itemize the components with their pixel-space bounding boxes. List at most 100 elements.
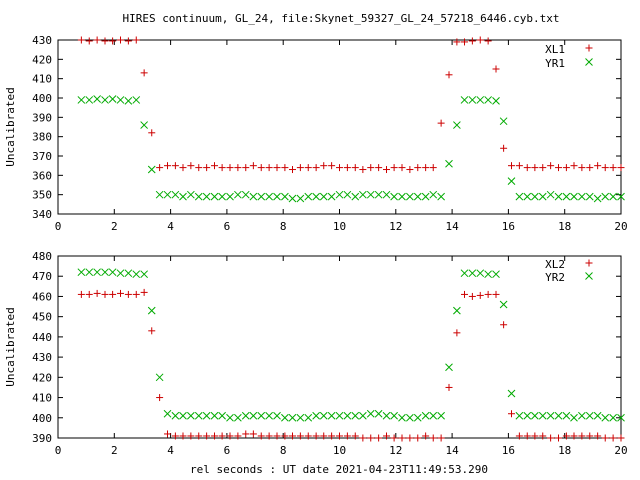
data-point-xl1	[468, 37, 476, 45]
data-point-xl1	[539, 164, 547, 172]
data-point-yr2	[273, 411, 281, 420]
x-tick-label: 16	[502, 444, 515, 457]
data-point-xl2	[453, 329, 461, 337]
data-point-yr2	[507, 389, 516, 398]
legend-marker-xl1	[585, 44, 593, 52]
data-point-xl1	[156, 164, 164, 172]
data-point-yr2	[288, 413, 297, 422]
x-tick-label: 10	[333, 444, 346, 457]
data-point-xl2	[218, 432, 226, 440]
data-point-yr1	[108, 95, 117, 103]
y-tick-label: 480	[32, 250, 52, 263]
data-point-yr2	[460, 269, 469, 278]
legend-label-yr1: YR1	[545, 57, 565, 70]
data-point-yr1	[194, 192, 203, 201]
data-point-yr2	[226, 413, 234, 422]
data-point-yr2	[570, 413, 578, 422]
data-point-yr2	[257, 411, 266, 420]
legend-bottom: XL2 YR2	[545, 258, 565, 284]
data-point-xl1	[406, 166, 414, 174]
x-tick-label: 2	[111, 220, 118, 233]
y-tick-label: 470	[32, 270, 52, 283]
data-point-xl1	[601, 164, 609, 172]
data-point-yr2	[108, 268, 117, 277]
x-tick-label: 20	[614, 220, 627, 233]
data-point-xl1	[203, 164, 211, 172]
data-point-yr2	[366, 409, 375, 418]
data-point-yr1	[187, 190, 195, 199]
data-point-xl2	[570, 432, 578, 440]
data-point-xl2	[555, 434, 563, 442]
data-point-xl1	[453, 38, 461, 46]
data-point-yr1	[77, 96, 86, 104]
data-point-xl1	[257, 164, 265, 172]
data-point-xl1	[375, 164, 383, 172]
data-point-yr1	[578, 192, 586, 201]
x-tick-label: 2	[111, 444, 118, 457]
data-point-xl2	[476, 291, 484, 299]
data-point-xl1	[109, 37, 117, 45]
data-point-yr1	[249, 192, 258, 201]
data-point-xl1	[390, 164, 398, 172]
data-point-xl2	[390, 434, 398, 442]
data-point-xl2	[343, 432, 351, 440]
data-point-yr1	[241, 190, 250, 199]
data-point-yr2	[476, 269, 485, 278]
data-point-xl2	[484, 290, 492, 298]
data-point-xl1	[211, 162, 219, 170]
data-point-yr1	[171, 190, 180, 199]
data-point-xl1	[460, 38, 468, 46]
data-point-yr1	[124, 97, 133, 105]
data-point-xl2	[288, 432, 296, 440]
data-point-yr1	[179, 192, 187, 201]
data-point-xl1	[422, 164, 430, 172]
data-point-yr1	[468, 96, 477, 104]
data-point-xl2	[211, 432, 219, 440]
data-point-xl1	[429, 164, 437, 172]
data-point-yr2	[140, 270, 148, 279]
data-point-yr2	[319, 411, 328, 420]
data-point-xl1	[492, 65, 500, 73]
x-tick-label: 0	[55, 220, 62, 233]
data-point-xl1	[171, 162, 179, 170]
data-point-yr1	[585, 192, 594, 201]
data-point-xl1	[124, 37, 132, 45]
data-point-yr1	[327, 192, 336, 201]
data-point-yr1	[85, 96, 94, 104]
data-point-yr2	[304, 413, 313, 422]
data-point-yr2	[609, 413, 617, 422]
data-point-xl2	[460, 290, 468, 298]
data-point-yr1	[406, 192, 414, 201]
data-point-yr1	[359, 190, 367, 199]
data-point-xl2	[265, 432, 273, 440]
data-point-xl1	[148, 129, 156, 137]
data-point-yr1	[234, 190, 242, 199]
data-point-xl2	[562, 432, 570, 440]
data-point-xl1	[484, 37, 492, 45]
data-point-yr2	[147, 306, 156, 315]
data-point-yr1	[296, 194, 305, 203]
data-point-xl2	[594, 432, 602, 440]
data-point-xl1	[609, 164, 617, 172]
y-tick-label: 360	[32, 169, 52, 182]
data-point-xl1	[437, 119, 445, 127]
data-point-xl2	[203, 432, 211, 440]
x-tick-label: 18	[558, 444, 571, 457]
data-point-xl2	[547, 434, 555, 442]
data-point-yr1	[499, 117, 508, 126]
data-point-yr1	[484, 96, 492, 104]
data-point-yr1	[101, 96, 109, 104]
data-point-xl2	[234, 432, 242, 440]
data-point-yr2	[499, 300, 508, 309]
data-point-xl1	[320, 162, 328, 170]
data-point-xl1	[116, 36, 124, 44]
data-point-yr2	[124, 269, 133, 278]
data-point-yr2	[101, 268, 109, 277]
data-point-yr2	[93, 268, 101, 277]
data-point-xl1	[336, 164, 343, 172]
legend-label-yr2: YR2	[545, 271, 565, 284]
data-point-yr2	[492, 270, 500, 279]
data-point-yr1	[319, 192, 328, 201]
data-point-yr1	[609, 192, 617, 201]
data-point-yr2	[327, 411, 336, 420]
